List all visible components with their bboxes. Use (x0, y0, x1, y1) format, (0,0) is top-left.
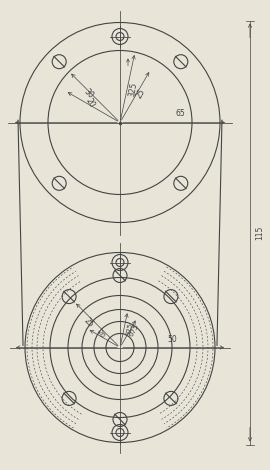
Text: 075: 075 (129, 323, 140, 338)
Text: 325: 325 (126, 322, 134, 336)
Text: 65: 65 (175, 110, 185, 118)
Text: 20: 20 (84, 96, 97, 109)
Text: 325: 325 (128, 81, 139, 97)
Text: 50: 50 (167, 335, 177, 344)
Text: 30: 30 (82, 87, 95, 101)
Text: 20: 20 (96, 329, 105, 339)
Text: 25: 25 (82, 316, 96, 329)
Text: 115: 115 (255, 225, 264, 240)
Text: 25: 25 (134, 87, 147, 101)
